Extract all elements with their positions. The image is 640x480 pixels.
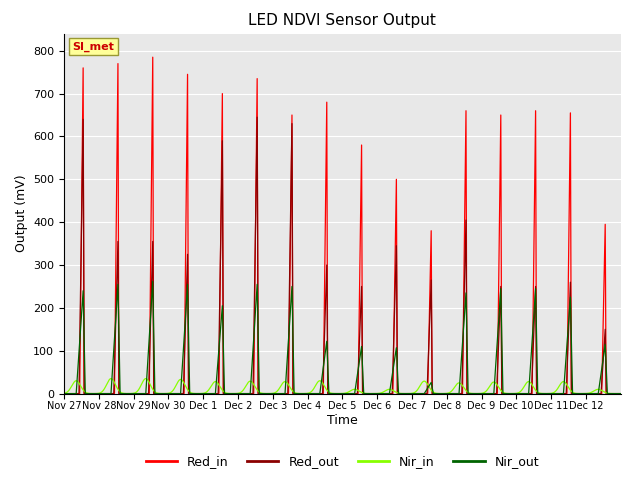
Red_in — [149, 54, 157, 60]
Nir_in — [613, 391, 621, 396]
Red_in — [390, 352, 397, 358]
Red_in — [414, 391, 422, 396]
Nir_out — [473, 391, 481, 396]
Nir_out — [390, 364, 397, 370]
Red_out — [617, 391, 625, 396]
X-axis label: Time: Time — [327, 414, 358, 427]
Y-axis label: Output (mV): Output (mV) — [15, 175, 28, 252]
Nir_in — [503, 391, 511, 396]
Red_out — [253, 114, 261, 120]
Nir_in — [107, 376, 115, 382]
Line: Nir_out: Nir_out — [64, 281, 621, 394]
Nir_in — [262, 391, 269, 396]
Line: Red_out: Red_out — [64, 117, 621, 394]
Red_in — [617, 391, 625, 396]
Nir_in — [88, 391, 96, 396]
Nir_out — [503, 391, 511, 396]
Nir_out — [149, 278, 157, 284]
Red_out — [390, 344, 397, 349]
Red_in — [473, 391, 481, 396]
Nir_in — [60, 390, 68, 396]
Nir_out — [88, 391, 96, 396]
Nir_out — [262, 391, 269, 396]
Nir_in — [473, 391, 481, 396]
Red_in — [503, 391, 511, 396]
Line: Nir_in: Nir_in — [64, 379, 621, 394]
Red_out — [414, 391, 422, 396]
Title: LED NDVI Sensor Output: LED NDVI Sensor Output — [248, 13, 436, 28]
Legend: Red_in, Red_out, Nir_in, Nir_out: Red_in, Red_out, Nir_in, Nir_out — [141, 450, 544, 473]
Red_out — [60, 391, 68, 396]
Red_in — [60, 391, 68, 396]
Red_out — [88, 391, 96, 396]
Text: SI_met: SI_met — [72, 42, 114, 52]
Red_out — [262, 391, 269, 396]
Red_out — [473, 391, 481, 396]
Line: Red_in: Red_in — [64, 57, 621, 394]
Nir_in — [617, 391, 625, 396]
Nir_in — [414, 386, 422, 392]
Red_in — [262, 391, 269, 396]
Nir_in — [390, 388, 397, 394]
Red_in — [88, 391, 96, 396]
Nir_out — [617, 391, 625, 396]
Nir_out — [414, 391, 422, 396]
Nir_out — [60, 391, 68, 396]
Red_out — [503, 391, 511, 396]
